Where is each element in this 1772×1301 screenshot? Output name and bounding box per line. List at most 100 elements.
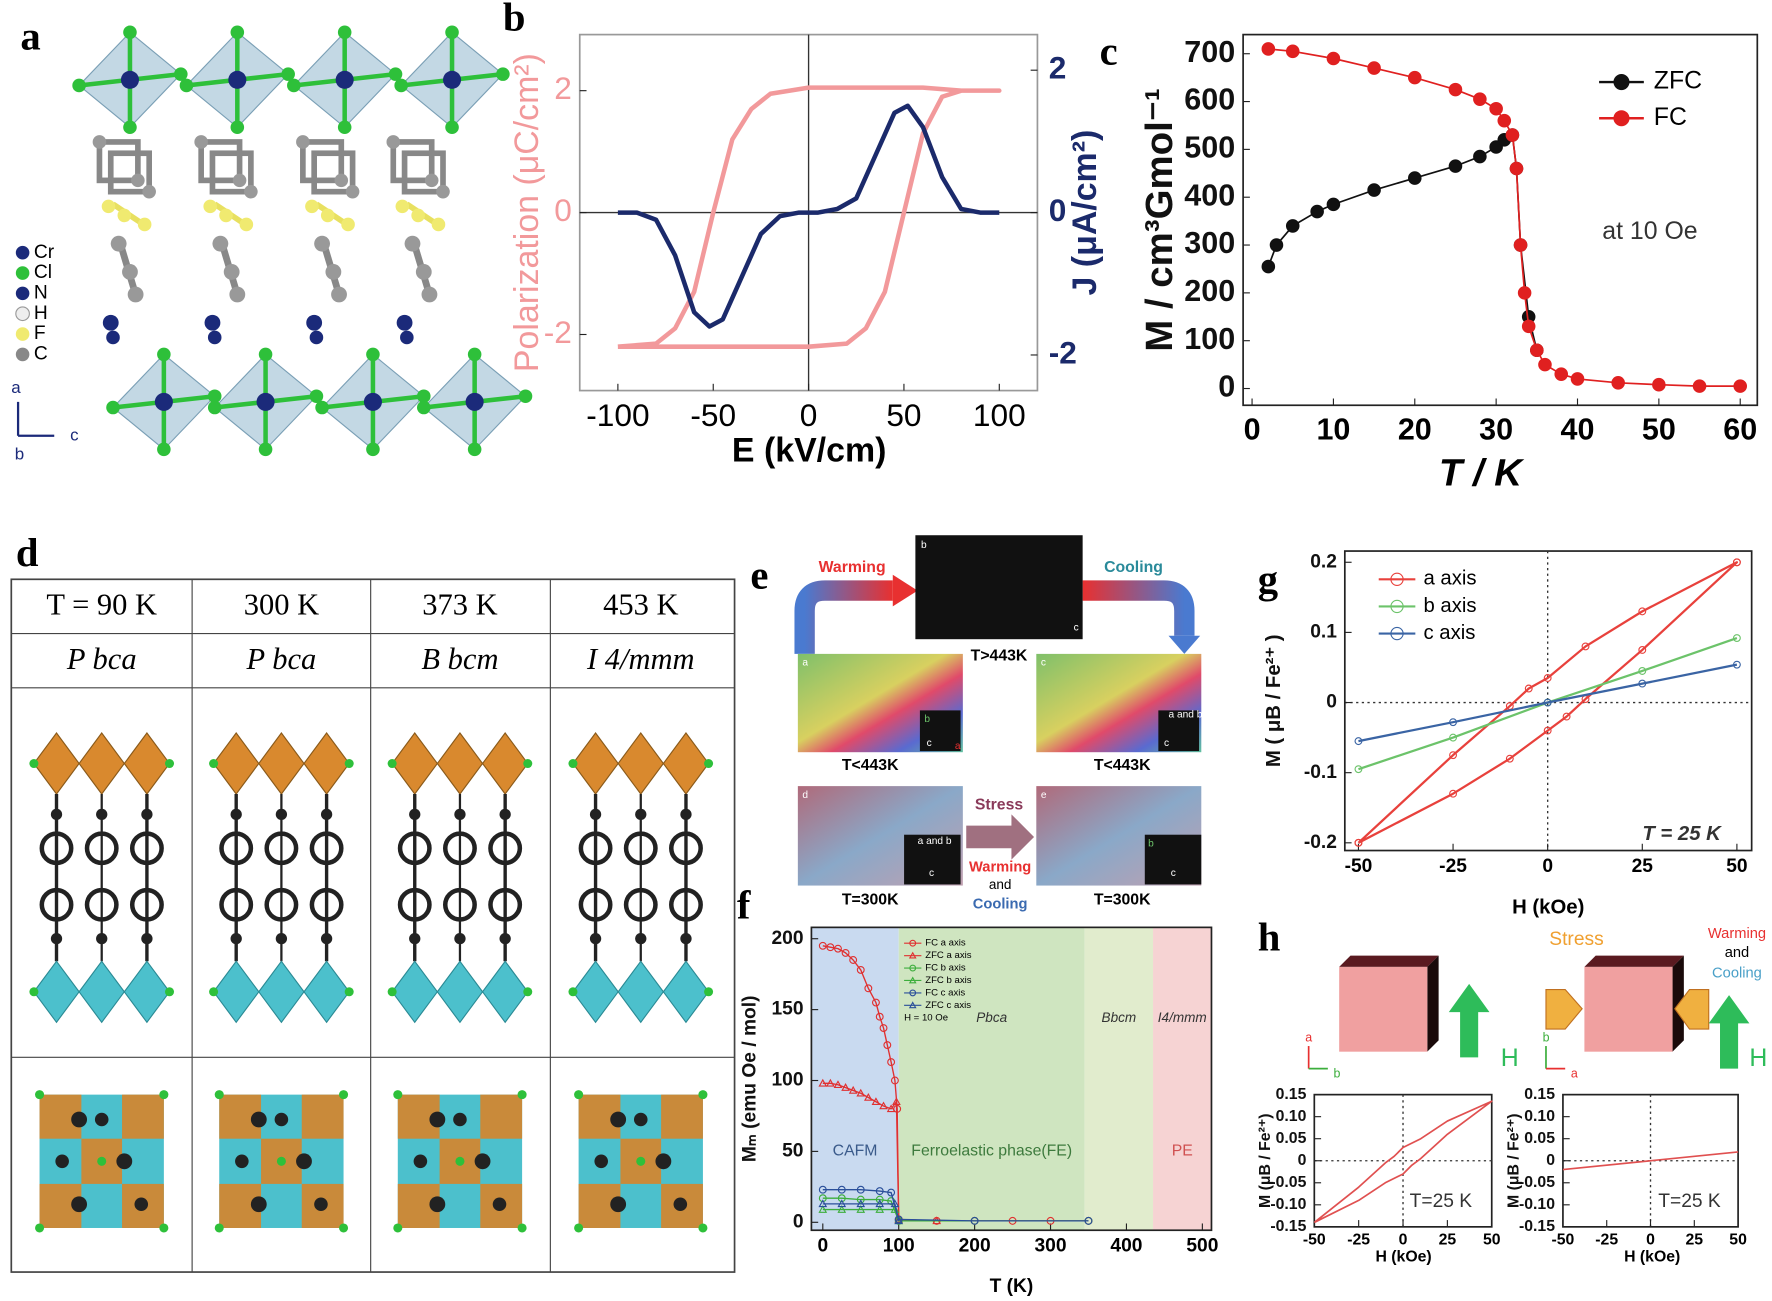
crystal	[1584, 966, 1673, 1052]
inset	[1144, 834, 1202, 885]
x-tick-label: -100	[586, 397, 649, 433]
marker	[887, 1188, 896, 1197]
x-tick-label: 400	[1110, 1236, 1142, 1257]
arrow	[966, 814, 1035, 860]
legend-label: Cr	[34, 242, 55, 263]
marker	[875, 1012, 884, 1021]
annotation: T=25 K	[1410, 1191, 1473, 1212]
y2-tick-label: 2	[1049, 50, 1067, 86]
label: Stress	[1549, 929, 1603, 950]
marker	[1285, 219, 1300, 233]
marker	[908, 1001, 917, 1009]
y-tick-label: 0.05	[1276, 1130, 1307, 1147]
legend-dot	[15, 327, 30, 341]
series-line	[1358, 663, 1738, 743]
y-tick-label: -0.15	[1519, 1218, 1555, 1235]
axis-letter: c	[70, 425, 79, 444]
marker	[1505, 754, 1514, 763]
crystal-side	[1427, 955, 1439, 1052]
label: and	[989, 877, 1012, 892]
marker	[1692, 379, 1707, 393]
marker	[1448, 82, 1463, 97]
temperature-label: T>443K	[971, 647, 1028, 664]
y-tick-label: 0	[1326, 692, 1337, 713]
marker	[1554, 367, 1569, 381]
y-axis-label: M ( μB / Fe²⁺ )	[1263, 634, 1285, 767]
marker	[1326, 197, 1341, 212]
legend-label: FC a axis	[925, 938, 966, 949]
x-tick-label: 0	[817, 1236, 828, 1257]
y-tick-label: -0.1	[1304, 762, 1337, 783]
marker	[1613, 110, 1630, 127]
y-tick-label: -0.05	[1270, 1174, 1306, 1191]
marker	[826, 1078, 835, 1087]
marker	[909, 989, 917, 997]
phase-label: Bbcm	[1102, 1010, 1137, 1025]
marker	[1354, 765, 1363, 774]
y-tick-label: -0.05	[1519, 1174, 1555, 1191]
y2-tick-label: -2	[1049, 334, 1077, 370]
structure-top	[574, 1090, 708, 1233]
marker	[1638, 607, 1647, 616]
x-tick-label: -50	[1345, 856, 1373, 877]
marker	[1449, 751, 1458, 760]
series-line	[617, 85, 1002, 349]
y-axis-label: M (μB / Fe²⁺)	[1506, 1114, 1523, 1208]
marker	[1390, 599, 1404, 614]
space-group: I 4/mmm	[586, 642, 695, 676]
marker	[890, 1076, 899, 1085]
panel-label: d	[16, 530, 39, 575]
marker	[1524, 684, 1533, 693]
marker	[1513, 238, 1528, 252]
marker	[875, 1199, 885, 1208]
domain-images: Warming Cooling b a c d e a c b c a and …	[794, 535, 1203, 913]
table-header: 373 K	[422, 588, 497, 622]
y-tick-label: 400	[1184, 178, 1235, 212]
legend-label: ZFC b axis	[925, 975, 972, 986]
x-tick-label: 50	[1483, 1231, 1501, 1248]
marker	[1390, 572, 1404, 586]
x-tick-label: 10	[1316, 412, 1350, 446]
arrow-head	[1168, 635, 1201, 654]
table-border	[10, 578, 736, 1273]
legend-label: FC c axis	[925, 987, 965, 998]
image-letter: c	[1041, 658, 1046, 669]
annotation: T = 25 K	[1642, 823, 1722, 845]
label: Warming	[819, 559, 886, 576]
x-tick-label: 60	[1723, 412, 1757, 446]
y-tick-label: -0.10	[1519, 1196, 1555, 1213]
marker	[833, 1080, 843, 1089]
marker	[1408, 171, 1422, 185]
axis-letter: a	[1305, 1030, 1312, 1044]
marker	[1543, 726, 1552, 735]
annotation: H = 10 Oe	[904, 1012, 948, 1023]
table-header: 453 K	[603, 588, 678, 622]
marker	[1613, 74, 1630, 91]
y-tick-label: 0.2	[1310, 551, 1337, 572]
marker	[837, 1204, 847, 1213]
marker	[883, 1041, 892, 1050]
marker	[1732, 660, 1741, 669]
marker	[1543, 698, 1552, 707]
axis-letter: a	[11, 378, 21, 397]
x-tick-label: -50	[690, 397, 736, 433]
x-tick-label: -25	[1439, 856, 1467, 877]
panel-label: a	[20, 14, 40, 59]
marker	[887, 1058, 896, 1067]
temperature-label: T<443K	[1094, 757, 1151, 774]
x-tick-label: 25	[1686, 1231, 1704, 1248]
inset-axis: c	[929, 868, 934, 879]
micrograph	[915, 535, 1083, 640]
y-tick-label: 2	[554, 70, 572, 106]
marker	[818, 1204, 828, 1213]
image-letter: e	[1041, 790, 1047, 801]
marker	[894, 1216, 904, 1225]
label: Warming	[1708, 926, 1766, 942]
panel-label: h	[1258, 914, 1281, 959]
marker	[1367, 183, 1381, 197]
marker	[863, 1092, 873, 1101]
panel-label: e	[750, 553, 768, 598]
marker	[1261, 42, 1276, 56]
plot-frame	[1242, 33, 1759, 407]
